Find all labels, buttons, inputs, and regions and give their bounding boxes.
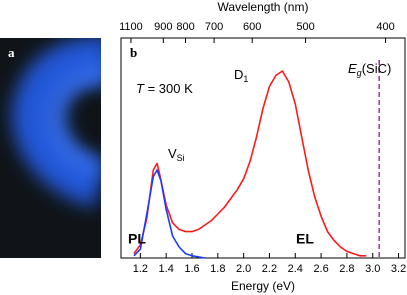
x-tick-label: 3.0 [365, 263, 380, 275]
series-line [133, 70, 367, 257]
series-line [133, 169, 206, 259]
x-tick-label: 1.2 [133, 263, 148, 275]
panel-label: b [130, 45, 137, 60]
series-label: EL [296, 231, 314, 247]
annotation-part: 1 [243, 74, 248, 84]
x-tick-label: 1.6 [184, 263, 199, 275]
x-tick-label: 2.0 [236, 263, 251, 275]
annotation-part: Si [177, 153, 185, 163]
annotation-part: E [348, 61, 357, 76]
x2-axis-label: Wavelength (nm) [218, 0, 309, 14]
annotation-part: T [136, 81, 145, 96]
annotation-part: (SiC) [362, 61, 392, 76]
x2-tick-label: 900 [154, 21, 172, 33]
x2-tick-label: 800 [176, 21, 194, 33]
annotation-part: = 300 K [144, 81, 193, 96]
x-tick-label: 1.4 [159, 263, 174, 275]
x2-tick-label: 600 [243, 21, 261, 33]
x-tick-label: 2.2 [262, 263, 277, 275]
panel-label: a [8, 45, 15, 60]
annotation: D1 [234, 67, 248, 84]
x-tick-label: 2.4 [288, 263, 303, 275]
x2-tick-label: 700 [205, 21, 223, 33]
x-tick-label: 3.2 [391, 263, 406, 275]
x-tick-label: 2.8 [339, 263, 354, 275]
plot-frame [120, 37, 406, 259]
x2-tick-label: 500 [296, 21, 314, 33]
x-tick-label: 2.6 [313, 263, 328, 275]
x2-tick-label: 400 [376, 21, 394, 33]
x2-tick-label: 1100 [119, 21, 143, 33]
annotation-part: g [357, 68, 362, 78]
x-axis-label: Energy (eV) [231, 279, 295, 293]
annotation: VSi [168, 146, 185, 163]
panel-a-image [0, 38, 101, 258]
annotation-part: D [234, 67, 243, 82]
x-tick-label: 1.8 [210, 263, 225, 275]
annotation-part: V [168, 146, 177, 161]
annotation: Eg(SiC) [348, 61, 391, 78]
series-label: PL [128, 231, 146, 247]
annotation: T = 300 K [136, 81, 193, 96]
